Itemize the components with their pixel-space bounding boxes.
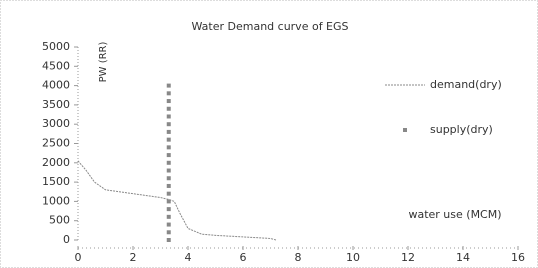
supply-marker [167,153,171,157]
y-tick-label: 1500 [42,175,70,188]
legend-label: supply(dry) [430,123,493,136]
supply-marker [167,176,171,180]
supply-marker [167,145,171,149]
x-tick-label: 6 [240,251,247,264]
chart: Water Demand curve of EGS PW (RR) water … [0,0,538,268]
x-tick-label: 4 [185,251,192,264]
supply-marker [167,91,171,95]
supply-marker [167,138,171,142]
x-tick-label: 16 [511,251,525,264]
x-tick-label: 0 [75,251,82,264]
supply-marker [167,223,171,227]
supply-marker [167,215,171,219]
y-axis-label: PW (RR) [98,42,109,83]
supply-marker [167,199,171,203]
supply-marker [167,184,171,188]
supply-marker [167,192,171,196]
supply-marker [167,122,171,126]
chart-title: Water Demand curve of EGS [191,20,348,33]
x-tick-label: 8 [295,251,302,264]
x-axis-label: water use (MCM) [408,208,501,221]
supply-marker [167,169,171,173]
y-tick-label: 2000 [42,156,70,169]
supply-marker [167,99,171,103]
y-tick-label: 1000 [42,194,70,207]
supply-marker [167,238,171,242]
y-tick-label: 5000 [42,40,70,53]
y-tick-label: 3500 [42,98,70,111]
x-tick-label: 2 [130,251,137,264]
y-tick-label: 3000 [42,117,70,130]
x-tick-label: 12 [401,251,415,264]
y-tick-label: 0 [63,233,70,246]
y-tick-label: 500 [49,214,70,227]
supply-marker [167,161,171,165]
y-tick-label: 4500 [42,59,70,72]
supply-marker [167,130,171,134]
page: Water Demand curve of EGS PW (RR) water … [0,0,538,268]
x-tick-label: 10 [346,251,360,264]
y-tick-label: 2500 [42,137,70,150]
supply-marker [167,107,171,111]
supply-marker [167,114,171,118]
legend-swatch [403,128,407,132]
y-tick-label: 4000 [42,79,70,92]
supply-marker [167,84,171,88]
supply-marker [167,207,171,211]
supply-marker [167,230,171,234]
legend-label: demand(dry) [430,78,502,91]
x-tick-label: 14 [456,251,470,264]
